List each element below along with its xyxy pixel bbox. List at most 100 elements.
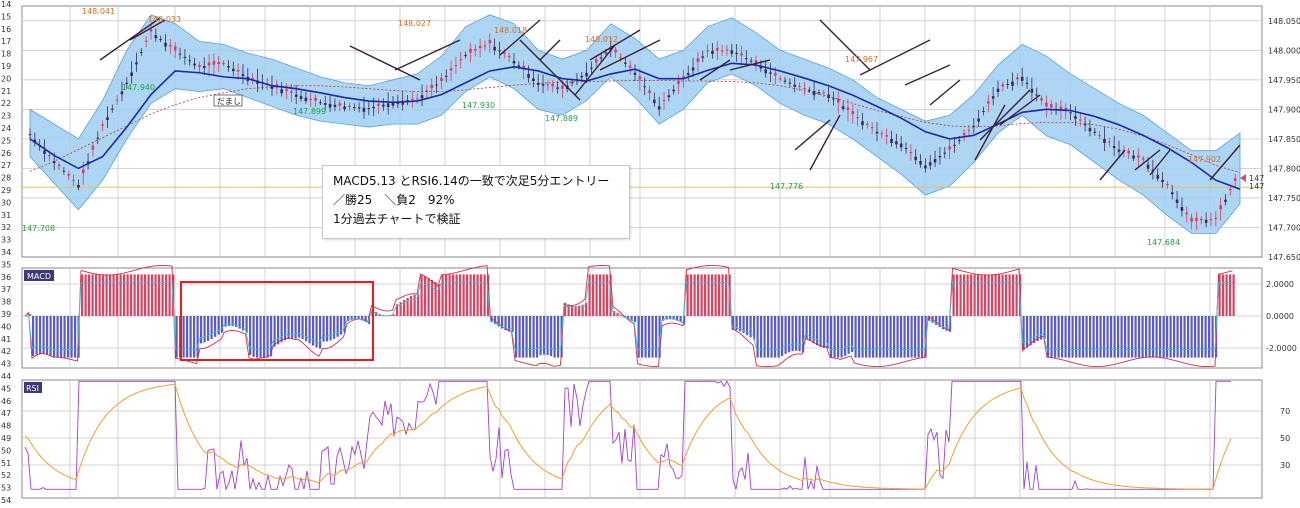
candle-body xyxy=(290,91,293,93)
macd-histogram-bar xyxy=(1166,316,1169,358)
candle-body xyxy=(125,82,129,85)
candle-body xyxy=(314,97,317,101)
macd-histogram-bar xyxy=(1071,316,1074,358)
macd-histogram-bar xyxy=(480,274,483,316)
macd-histogram-bar xyxy=(1012,274,1015,316)
trend-line xyxy=(1099,149,1126,181)
macd-histogram-bar xyxy=(336,316,339,337)
macd-histogram-bar xyxy=(886,316,889,358)
macd-histogram-bar xyxy=(935,316,938,325)
candle-body xyxy=(614,49,617,53)
macd-histogram-bar xyxy=(242,316,245,331)
candle-body xyxy=(866,123,869,125)
price-panel: 148.041 148.033 148.027 148.018 148.012 147.9… xyxy=(21,5,1300,262)
macd-histogram-bar xyxy=(686,274,689,316)
candle-body xyxy=(599,57,603,59)
macd-histogram-bar xyxy=(672,316,675,320)
macd-histogram-bar xyxy=(1152,316,1155,358)
macd-histogram-bar xyxy=(917,316,920,358)
candle-body xyxy=(183,56,187,58)
macd-histogram-bar xyxy=(347,316,350,322)
candle-body xyxy=(144,40,148,42)
row-number: 35 xyxy=(1,260,11,269)
candle-body xyxy=(686,73,690,75)
candle-body xyxy=(115,99,119,101)
candle-body xyxy=(682,76,685,79)
candle-body xyxy=(706,50,709,52)
macd-histogram-bar xyxy=(581,304,584,316)
macd-y-tick: 2.0000 xyxy=(1266,280,1294,289)
candle-body xyxy=(120,91,124,95)
candle-body xyxy=(590,67,593,69)
candle-body xyxy=(1190,217,1193,222)
macd-histogram-bar xyxy=(574,306,577,316)
row-number: 36 xyxy=(1,273,11,282)
macd-y-tick: -2.0000 xyxy=(1266,344,1297,353)
macd-histogram-bar xyxy=(410,296,413,316)
rsi-ma-line xyxy=(24,383,1232,490)
candle-body xyxy=(1117,149,1121,152)
macd-histogram-bar xyxy=(529,316,532,358)
macd-histogram-bar xyxy=(256,316,259,358)
macd-histogram-bar xyxy=(137,274,140,316)
row-number: 24 xyxy=(1,124,11,133)
macd-histogram-bar xyxy=(1047,316,1050,358)
macd-histogram-bar xyxy=(721,274,724,316)
macd-histogram-bar xyxy=(333,316,336,339)
candle-body xyxy=(1229,188,1232,191)
candle-body xyxy=(812,91,816,96)
macd-histogram-bar xyxy=(826,316,829,349)
candle-body xyxy=(938,155,942,158)
candle-body xyxy=(1049,104,1053,108)
macd-histogram-bar xyxy=(1169,316,1172,358)
macd-histogram-bar xyxy=(1085,316,1088,358)
macd-histogram-bar xyxy=(399,302,402,316)
macd-histogram-bar xyxy=(497,316,500,327)
candle-body xyxy=(1170,192,1174,195)
macd-histogram-bar xyxy=(207,316,210,341)
trend-line xyxy=(539,39,561,61)
macd-histogram-bar xyxy=(91,274,94,316)
macd-histogram-bar xyxy=(679,316,682,323)
candle-body xyxy=(1016,77,1019,80)
macd-histogram-bar xyxy=(25,316,28,317)
macd-histogram-bar xyxy=(315,316,318,348)
macd-histogram-bar xyxy=(273,316,276,347)
macd-histogram-bar xyxy=(543,316,546,355)
macd-histogram-bar xyxy=(151,274,154,316)
macd-histogram-bar xyxy=(823,316,826,349)
macd-histogram-bar xyxy=(182,316,185,358)
candle-body xyxy=(943,152,947,154)
candle-body xyxy=(498,50,501,52)
price-y-tick: 147.700 xyxy=(1268,223,1300,232)
macd-histogram-bar xyxy=(63,316,66,358)
candle-body xyxy=(338,103,342,106)
candle-body xyxy=(178,53,182,55)
candle-body xyxy=(662,100,666,102)
candle-body xyxy=(1166,184,1169,186)
peak-label: 148.041 xyxy=(82,7,115,16)
macd-histogram-bar xyxy=(228,316,231,326)
candle-body xyxy=(1074,116,1077,119)
candle-body xyxy=(1020,76,1024,81)
candle-body xyxy=(1083,123,1087,126)
macd-histogram-bar xyxy=(942,316,945,330)
rsi-y-tick: 70 xyxy=(1280,407,1290,416)
macd-histogram-bar xyxy=(84,274,87,316)
macd-histogram-bar xyxy=(483,274,486,316)
macd-histogram-bar xyxy=(1134,316,1137,358)
bollinger-band xyxy=(29,14,1241,234)
candle-body xyxy=(81,169,85,174)
macd-histogram-bar xyxy=(224,316,227,327)
candle-body xyxy=(425,90,429,92)
macd-histogram-bar xyxy=(893,316,896,358)
candle-body xyxy=(323,103,327,105)
macd-histogram-bar xyxy=(795,316,798,351)
macd-histogram-bar xyxy=(448,274,451,316)
trend-line xyxy=(929,79,961,106)
macd-histogram-bar xyxy=(651,316,654,358)
candle-body xyxy=(207,62,211,66)
macd-histogram-bar xyxy=(952,274,955,316)
macd-histogram-bar xyxy=(200,316,203,344)
candle-body xyxy=(880,133,884,135)
